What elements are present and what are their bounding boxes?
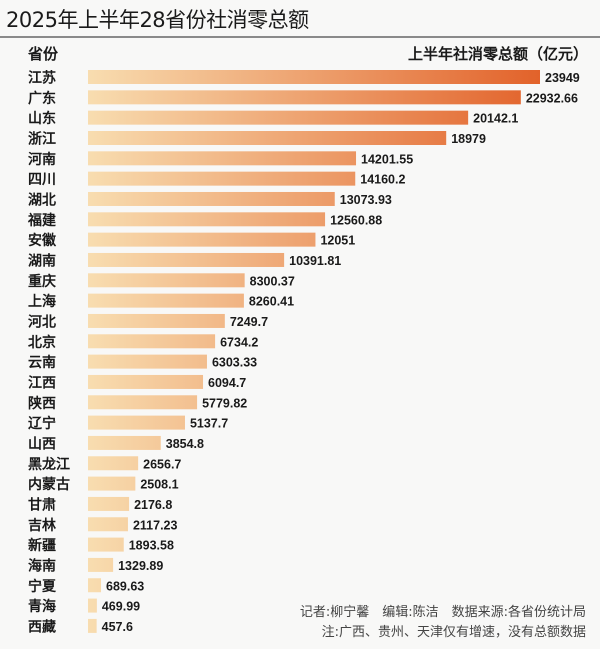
category-label: 海南 xyxy=(28,557,56,574)
bar xyxy=(88,90,521,105)
category-label: 江苏 xyxy=(28,70,56,87)
category-axis-label: 省份 xyxy=(28,45,59,63)
value-label: 469.99 xyxy=(102,600,140,614)
bar xyxy=(88,496,130,511)
value-label: 23949 xyxy=(545,71,580,85)
value-label: 13073.93 xyxy=(340,193,392,207)
bar xyxy=(88,476,136,491)
value-label: 6094.7 xyxy=(208,376,246,390)
value-label: 2176.8 xyxy=(134,498,172,512)
category-label: 北京 xyxy=(28,334,56,351)
value-label: 2508.1 xyxy=(140,478,178,492)
value-label: 12051 xyxy=(320,234,355,248)
category-label: 青海 xyxy=(28,598,56,615)
value-label: 689.63 xyxy=(106,579,144,593)
category-label: 内蒙古 xyxy=(28,476,70,493)
value-axis-label: 上半年社消零总额（亿元） xyxy=(407,45,588,63)
footnote: 注:广西、贵州、天津仅有增速，没有总额数据 xyxy=(321,625,586,640)
value-label: 10391.81 xyxy=(289,254,341,268)
bar xyxy=(88,212,326,227)
bar xyxy=(88,537,124,552)
value-label: 22932.66 xyxy=(526,91,578,105)
credits: 记者:柳宁馨 编辑:陈洁 数据来源:各省份统计局 xyxy=(299,605,586,620)
bar xyxy=(88,456,139,471)
category-label: 西藏 xyxy=(28,618,56,635)
value-label: 20142.1 xyxy=(473,112,518,126)
value-label: 5137.7 xyxy=(190,417,228,431)
category-label: 福建 xyxy=(27,212,56,229)
chart-title: 2025年上半年28省份社消零总额 xyxy=(6,8,309,32)
value-label: 3854.8 xyxy=(166,437,204,451)
bar xyxy=(88,293,244,308)
category-label: 黑龙江 xyxy=(28,456,70,473)
bar xyxy=(88,435,161,450)
value-label: 6734.2 xyxy=(220,335,258,349)
bar xyxy=(88,354,207,369)
category-label: 宁夏 xyxy=(28,578,57,595)
value-label: 2117.23 xyxy=(133,518,178,532)
value-label: 8260.41 xyxy=(249,295,294,309)
category-label: 湖北 xyxy=(28,192,56,208)
bar xyxy=(88,313,225,328)
value-label: 12560.88 xyxy=(330,213,382,227)
category-label: 湖南 xyxy=(28,252,56,269)
value-label: 457.6 xyxy=(102,620,133,634)
bar xyxy=(88,618,97,633)
bar xyxy=(88,130,447,145)
bar xyxy=(88,151,357,166)
category-label: 新疆 xyxy=(28,537,56,554)
bar xyxy=(88,110,469,125)
category-label: 陕西 xyxy=(28,395,56,412)
bar xyxy=(88,395,198,410)
category-label: 四川 xyxy=(28,172,56,188)
value-label: 14201.55 xyxy=(361,152,413,166)
title-divider xyxy=(0,36,600,38)
category-label: 甘肃 xyxy=(28,496,56,513)
value-label: 7249.7 xyxy=(230,315,268,329)
bar xyxy=(88,415,185,430)
bar xyxy=(88,191,335,206)
category-label: 重庆 xyxy=(28,273,56,290)
category-label: 辽宁 xyxy=(28,415,56,432)
category-label: 河南 xyxy=(28,151,56,168)
value-label: 18979 xyxy=(451,132,486,146)
category-label: 山东 xyxy=(28,110,56,127)
value-label: 2656.7 xyxy=(143,457,181,471)
value-label: 6303.33 xyxy=(212,356,257,370)
bar xyxy=(88,252,285,267)
category-label: 浙江 xyxy=(28,130,56,147)
bar xyxy=(88,334,216,349)
value-label: 5779.82 xyxy=(202,396,247,410)
bar xyxy=(88,578,102,593)
bar xyxy=(88,598,97,613)
category-label: 安徽 xyxy=(28,232,57,249)
category-label: 江西 xyxy=(28,374,56,391)
value-label: 1329.89 xyxy=(118,559,163,573)
category-label: 河北 xyxy=(28,313,56,330)
value-label: 8300.37 xyxy=(250,274,295,288)
bar xyxy=(88,232,316,247)
category-label: 广东 xyxy=(28,90,56,107)
bar xyxy=(88,273,245,288)
value-label: 14160.2 xyxy=(360,173,405,187)
category-label: 上海 xyxy=(28,293,56,310)
bar xyxy=(88,557,114,572)
category-label: 山西 xyxy=(28,436,56,452)
value-label: 1893.58 xyxy=(129,539,174,553)
category-label: 云南 xyxy=(28,354,56,371)
bar xyxy=(88,517,128,532)
category-label: 吉林 xyxy=(28,517,56,534)
bar xyxy=(88,70,540,84)
bar xyxy=(88,374,204,389)
bar xyxy=(88,171,356,186)
